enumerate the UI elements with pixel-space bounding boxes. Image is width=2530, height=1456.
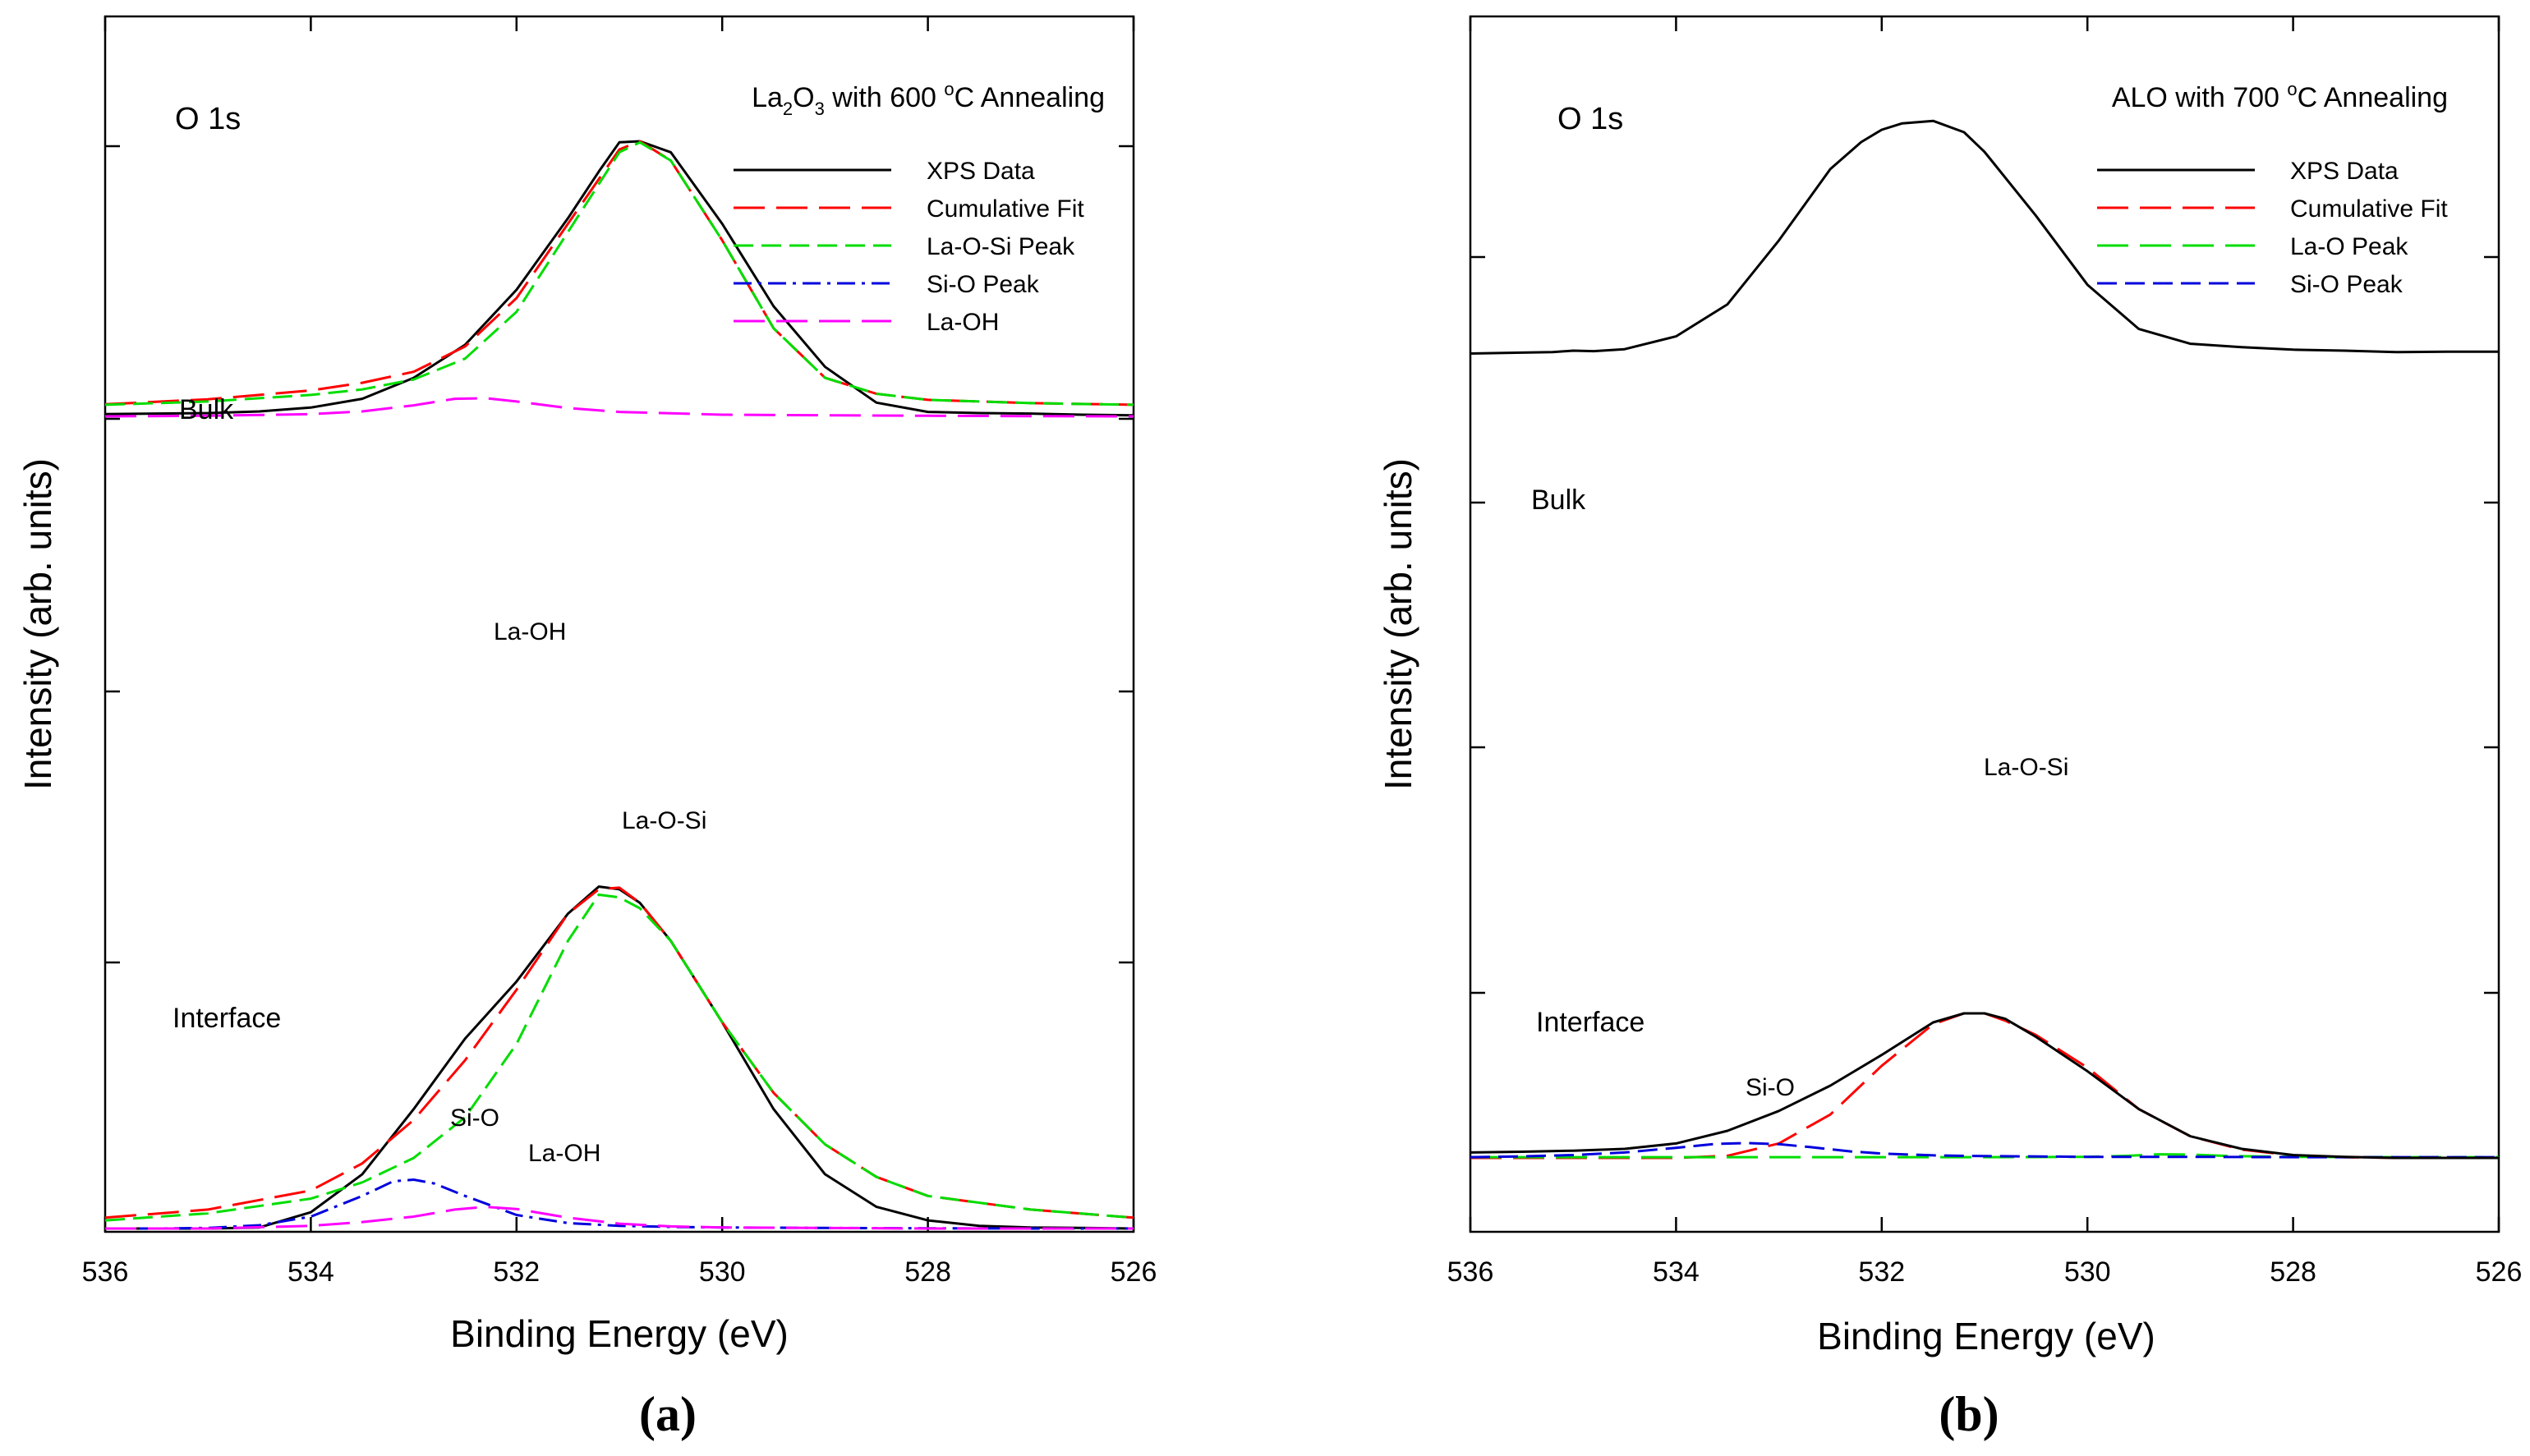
legend-label: Si-O Peak [927,271,1040,298]
x-tick-label: 528 [2270,1256,2316,1288]
series-interface-cumulative-fit [104,886,1134,1219]
series-bulk-xps-data [1470,119,2499,355]
y-ticks-b [1470,255,2499,994]
peak-annotation: Si-O [450,1105,499,1132]
peak-annotation: Si-O [1746,1074,1795,1101]
title-a-deg: o [944,79,954,99]
plot-frame-b [1469,15,2500,1233]
annotations-a: La-OH La-O-Si Si-O La-OH [450,618,706,1167]
legend-b: XPS Data Cumulative Fit La-O Peak Si-O Peak [2097,158,2448,298]
title-b-tail: C Annealing [2298,82,2448,113]
legend-a: XPS Data Cumulative Fit La-O-Si Peak Si-O P… [734,158,1084,336]
curves-b [1470,119,2499,1160]
legend-label: Cumulative Fit [927,195,1084,223]
peak-annotation: La-O-Si [1984,754,2068,781]
legend-label: Cumulative Fit [2290,195,2448,223]
x-axis-label-b: Binding Energy (eV) [1817,1315,2155,1357]
legend-label: La-OH [927,309,999,336]
region-label-bulk-a: Bulk [179,394,234,425]
title-b-pre: ALO with 700 [2112,82,2288,113]
peak-annotation: La-OH [494,618,566,645]
x-ticks-b: 536 534 532 530 528 526 [1447,16,2523,1288]
title-a-post: with 600 [825,82,945,113]
x-tick-label: 530 [699,1256,746,1288]
series-interface-si-o-peak [105,1178,1134,1230]
title-b-deg: o [2287,79,2297,99]
legend-label: Si-O Peak [2290,271,2404,298]
panel-label-a: (a) [639,1387,697,1441]
annotations-b: La-O-Si Si-O [1746,754,2068,1101]
x-axis-label-a: Binding Energy (eV) [450,1312,789,1355]
x-tick-label: 526 [2476,1256,2523,1288]
x-tick-label: 528 [904,1256,951,1288]
plot-frame-a [104,15,1135,1233]
chart-title-a: La2O3 with 600 oC Annealing [752,79,1105,119]
peak-annotation: La-OH [528,1140,600,1167]
x-tick-label: 536 [1447,1256,1494,1288]
chart-title-b: ALO with 700 oC Annealing [2112,79,2448,113]
legend-label: La-O Peak [2290,233,2408,260]
title-a-sub2: 3 [815,99,825,119]
y-axis-label-a: Intensity (arb. units) [16,458,59,790]
legend-label: XPS Data [927,158,1035,185]
title-a-pre: La [752,82,783,113]
x-tick-label: 536 [82,1256,129,1288]
y-ticks-a [105,145,1134,964]
x-ticks-a: 536 534 532 530 528 526 [82,16,1157,1288]
series-interface-la-o-si-peak [104,893,1134,1222]
region-label-bulk-b: Bulk [1531,485,1586,516]
x-tick-label: 530 [2064,1256,2111,1288]
series-interface-xps-data [105,885,1134,1230]
series-interface-la-oh [105,1206,1134,1230]
series-bulk-la-o-si-peak [104,140,1134,406]
core-level-label-b: O 1s [1557,102,1623,136]
y-axis-label-b: Intensity (arb. units) [1377,458,1419,790]
series-interface-si-o-peak [1470,1141,2499,1159]
region-label-interface-a: Interface [172,1003,281,1034]
legend-label: XPS Data [2290,158,2399,185]
legend-label: La-O-Si Peak [927,233,1075,260]
region-label-interface-b: Interface [1536,1007,1644,1038]
x-tick-label: 534 [288,1256,334,1288]
panel-b: 536 534 532 530 528 526 O 1s ALO with 700 oC … [1377,15,2523,1441]
title-a-tail: C Annealing [954,82,1105,113]
series-bulk-la-oh [104,397,1134,418]
title-a-mid: O [793,82,814,113]
series-interface-xps-data [1470,1012,2499,1160]
series-bulk-xps-data [104,140,1134,417]
curves-a [104,140,1134,1230]
core-level-label-a: O 1s [175,102,241,136]
x-tick-label: 532 [1858,1256,1905,1288]
panel-label-b: (b) [1939,1387,1999,1441]
panel-a: 536 534 532 530 528 526 O 1s La2O3 with 600 o… [16,15,1157,1441]
peak-annotation: La-O-Si [622,807,706,834]
x-tick-label: 534 [1653,1256,1700,1288]
x-tick-label: 526 [1111,1256,1157,1288]
x-tick-label: 532 [493,1256,540,1288]
title-a-sub1: 2 [783,99,793,119]
